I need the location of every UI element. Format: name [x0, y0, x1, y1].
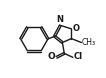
Text: N: N [56, 15, 63, 24]
Text: O: O [48, 52, 55, 61]
Text: O: O [73, 24, 80, 33]
Text: Cl: Cl [73, 52, 82, 61]
Text: CH₃: CH₃ [82, 38, 96, 47]
